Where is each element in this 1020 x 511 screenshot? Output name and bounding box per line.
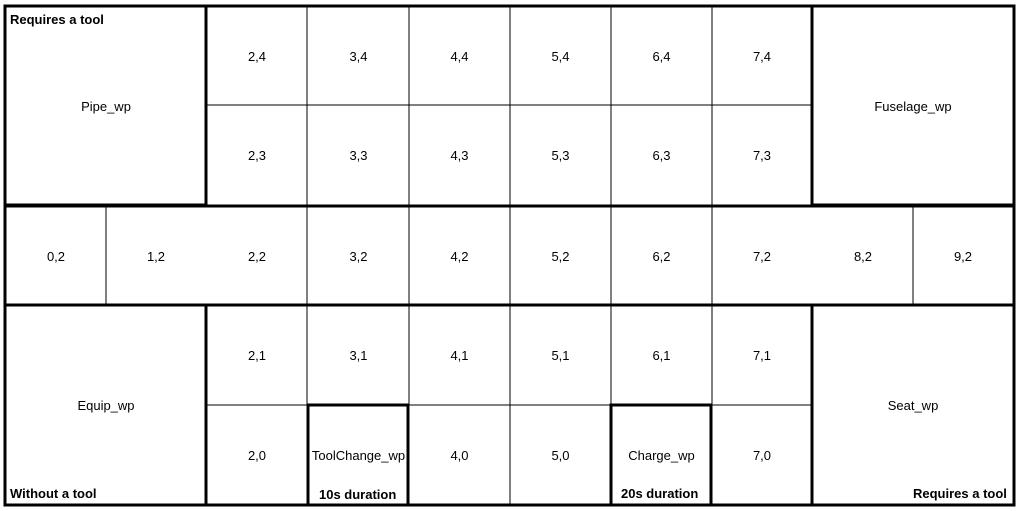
cell-3-2: 3,2 [349, 248, 368, 264]
toolchange-duration: 10s duration [319, 487, 397, 502]
cell-7-1: 7,1 [752, 348, 772, 363]
toolchange-workplace: ToolChange_wp [311, 447, 406, 463]
cell-4-3: 4,3 [450, 147, 469, 163]
cell-9-2: 9,2 [953, 248, 973, 264]
cell-5-2: 5,2 [551, 248, 570, 264]
charge-workplace: Charge_wp [628, 447, 695, 463]
cell-0-2: 0,2 [46, 248, 66, 264]
cell-6-4: 6,4 [652, 48, 671, 64]
cell-4-0: 4,0 [450, 447, 469, 463]
cell-5-1: 5,1 [551, 348, 570, 363]
charge-duration: 20s duration [621, 486, 699, 501]
cell-2-3: 2,3 [247, 147, 267, 163]
cell-7-2: 7,2 [752, 248, 772, 264]
seat-workplace: Seat_wp [887, 398, 939, 413]
equip-tool-note: Without a tool [10, 486, 97, 501]
cell-5-0: 5,0 [551, 447, 570, 463]
cell-5-3: 5,3 [551, 147, 570, 163]
cell-4-4: 4,4 [450, 48, 469, 64]
cell-2-2: 2,2 [247, 248, 267, 264]
cell-8-2: 8,2 [853, 248, 873, 264]
pipe-tool-note: Requires a tool [10, 12, 104, 27]
equip-workplace: Equip_wp [77, 398, 135, 413]
cell-7-3: 7,3 [752, 147, 772, 163]
cell-7-0: 7,0 [752, 447, 772, 463]
cell-6-2: 6,2 [652, 248, 671, 264]
cell-2-0: 2,0 [247, 447, 267, 463]
fuselage-workplace: Fuselage_wp [874, 98, 952, 114]
cell-6-1: 6,1 [652, 348, 671, 363]
cell-4-1: 4,1 [450, 348, 469, 363]
pipe-workplace: Pipe_wp [81, 98, 131, 114]
cell-3-1: 3,1 [349, 348, 368, 363]
seat-tool-note: Requires a tool [913, 486, 1007, 501]
cell-3-4: 3,4 [349, 48, 368, 64]
cell-4-2: 4,2 [450, 248, 469, 264]
cell-6-3: 6,3 [652, 147, 671, 163]
cell-2-4: 2,4 [247, 48, 267, 64]
cell-5-4: 5,4 [551, 48, 570, 64]
cell-3-3: 3,3 [349, 147, 368, 163]
cell-2-1: 2,1 [247, 348, 267, 363]
cell-7-4: 7,4 [752, 48, 772, 64]
cell-1-2: 1,2 [146, 248, 166, 264]
